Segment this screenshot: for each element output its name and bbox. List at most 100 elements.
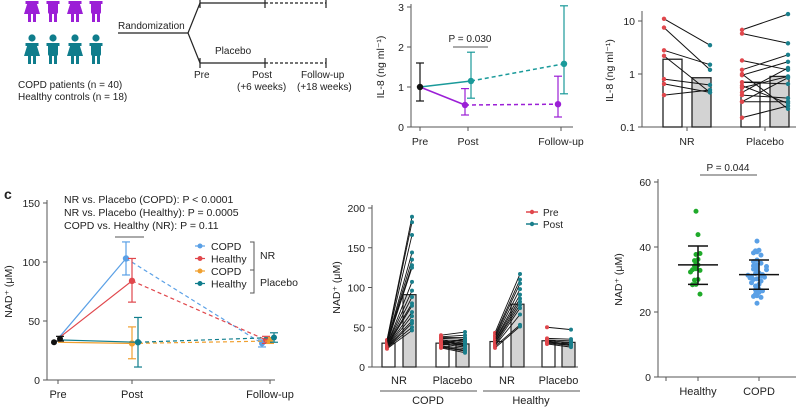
nad-post-dot: [410, 257, 414, 262]
nad-pair-line: [386, 267, 413, 345]
person-icon: [67, 34, 83, 64]
person-dress: [24, 1, 40, 14]
il8-pair-line: [741, 81, 789, 85]
legend-marker: [529, 209, 535, 215]
il8-placebo-point: [461, 101, 469, 109]
nad-pair-line: [494, 314, 521, 346]
il8-pair-line: [741, 75, 789, 89]
nad-pair-line: [546, 343, 572, 348]
il8-pair-line: [741, 85, 789, 104]
nad-paired-tick-label: 100: [347, 283, 365, 295]
person-arms: [89, 1, 103, 4]
person-icon: [67, 1, 83, 22]
nad-pair-line: [386, 303, 413, 346]
legend-marker: [529, 221, 535, 227]
nad-healthy-dot: [688, 269, 693, 275]
person-leg: [33, 55, 36, 64]
nad-post-dot: [518, 281, 522, 286]
nad-placebo-copd-point: [128, 340, 136, 347]
person-arms: [25, 1, 39, 4]
nad-pair-line: [494, 301, 521, 343]
person-icon: [89, 1, 103, 22]
person-arms: [25, 43, 39, 46]
person-icon: [24, 34, 40, 64]
nad-post-dot: [518, 312, 522, 317]
nad-placebo-healthy-line: [57, 339, 139, 343]
il8-post-dot: [707, 42, 713, 48]
nad-pair-line: [546, 339, 572, 342]
legend-label-nad-placebo-healthy: Healthy: [211, 279, 247, 291]
il8-post-dot: [785, 65, 791, 71]
placebo-arm-label: Placebo: [215, 46, 252, 57]
il8-nr-line: [419, 80, 472, 88]
il8-post-dot: [785, 75, 791, 80]
nad-annotation-1: NR vs. Placebo (COPD): P < 0.0001: [64, 194, 234, 206]
il8-time-tick-label: 3: [398, 2, 404, 14]
nad-healthy-dot: [695, 232, 701, 238]
person-dress: [67, 1, 83, 14]
timepoint-followup-note: (+18 weeks): [297, 82, 352, 93]
nad-nr-healthy-point: [128, 277, 136, 285]
legend-marker: [197, 268, 203, 274]
il8-placebo-point: [554, 101, 562, 108]
nad-post-dot: [410, 288, 414, 293]
nad-pre-dot: [439, 337, 443, 342]
healthy-count: Healthy controls (n = 18): [18, 92, 128, 103]
nad-post-dot: [518, 271, 522, 276]
nad-baseline-tick-label: 60: [639, 177, 651, 189]
person-leg: [97, 13, 100, 22]
person-head: [49, 34, 57, 42]
nad-pair-line: [386, 222, 413, 341]
nad-post-dot: [463, 350, 467, 355]
nad-baseline-pvalue: P = 0.044: [707, 163, 750, 174]
nad-pair-line: [440, 342, 466, 346]
nad-placebo-healthy-fu-point: [271, 334, 277, 341]
il8-pair-line: [663, 78, 711, 86]
nad-post-dot: [518, 324, 522, 329]
il8-nr-point: [560, 60, 568, 67]
nad-pair-line: [386, 281, 413, 345]
nad-healthy-dot: [693, 208, 699, 214]
person-head: [28, 34, 36, 42]
nad-pre-point: [51, 339, 57, 346]
nad-post-dot: [518, 306, 522, 311]
nad-copd-dot: [754, 300, 760, 306]
person-torso: [48, 43, 58, 56]
nad-paired-tick-label: 200: [347, 203, 365, 215]
nad-post-dot: [410, 265, 414, 270]
nad-pair-line: [386, 234, 413, 342]
nad-time-tick-label: 50: [28, 316, 40, 328]
nad-pair-line: [546, 341, 572, 345]
nad-post-dot: [463, 344, 467, 349]
nad-placebo-copd-line-dashed: [131, 340, 271, 345]
nad-copd-dot: [751, 293, 756, 299]
person-icon: [24, 1, 40, 22]
il8-time-tick-label: 0: [398, 122, 404, 134]
nad-post-dot: [463, 330, 467, 335]
il8-pair-line: [741, 61, 789, 76]
legend-label-nad-nr-copd: COPD: [211, 241, 242, 253]
il8-pair-line: [741, 105, 789, 119]
il8-pre-dot: [739, 27, 745, 33]
nad-paired-tick-label: 0: [359, 362, 365, 374]
timepoint-pre: Pre: [194, 70, 210, 81]
person-leg: [54, 55, 57, 64]
person-torso: [91, 1, 101, 14]
nad-nr-copd-line: [57, 258, 127, 340]
il8-pre-dot: [661, 48, 667, 53]
nad-pair-line: [494, 324, 521, 347]
il8-time-ylabel: IL-8 (ng ml⁻¹): [375, 36, 387, 99]
person-leg: [28, 13, 31, 22]
il8-pre-dot: [739, 92, 745, 98]
il8-post-dot: [785, 106, 791, 112]
nad-pair-line: [440, 345, 466, 350]
nad-pair-line: [440, 334, 466, 338]
person-arms: [46, 1, 60, 4]
nad-nr-healthy-line: [57, 280, 133, 340]
nad-pair-line: [546, 337, 572, 340]
legend-marker: [197, 243, 203, 249]
nad-pre-dot: [385, 346, 389, 351]
nad-post-dot: [410, 233, 414, 238]
